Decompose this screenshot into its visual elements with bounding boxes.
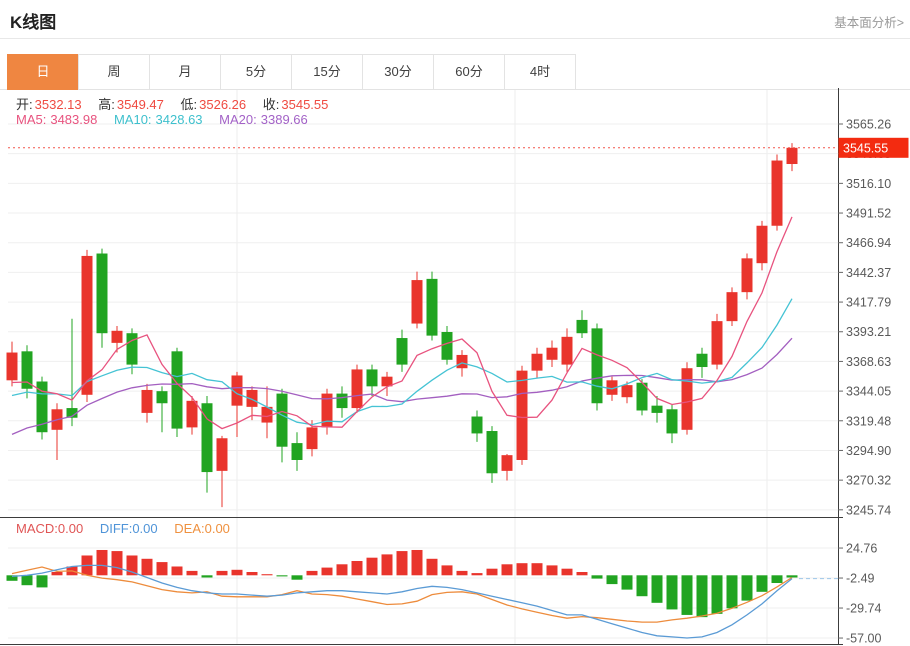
tab-30min[interactable]: 30分 [362,54,434,90]
tab-15min[interactable]: 15分 [291,54,363,90]
dea-item: DEA:0.00 [174,521,230,536]
svg-text:-2.49: -2.49 [846,572,875,586]
close-item: 收: 3545.55 [262,97,329,112]
svg-text:3245.74: 3245.74 [846,503,891,517]
svg-text:3565.26: 3565.26 [846,118,891,132]
page-title: K线图 [10,13,57,32]
svg-text:3545.55: 3545.55 [843,141,888,155]
svg-text:3294.90: 3294.90 [846,444,891,458]
svg-text:3368.63: 3368.63 [846,355,891,369]
svg-text:-29.74: -29.74 [846,602,881,616]
macd-histogram [6,549,798,618]
candles-layer [6,143,798,508]
svg-text:3516.10: 3516.10 [846,177,891,191]
high-item: 高: 3549.47 [98,97,164,112]
tab-month[interactable]: 月 [149,54,221,90]
current-price-tag: 3545.55 [838,137,909,158]
svg-text:3491.52: 3491.52 [846,207,891,221]
ma10-item: MA10: 3428.63 [113,112,203,127]
ma20-item: MA20: 3389.66 [219,112,308,127]
diff-line [11,564,793,639]
svg-text:3466.94: 3466.94 [846,236,891,250]
ma5-line [11,216,793,430]
svg-text:3417.79: 3417.79 [846,296,891,310]
macd-item: MACD:0.00 [16,521,84,536]
header-divider [0,38,910,39]
ma5-item: MA5: 3483.98 [16,112,98,127]
svg-text:3393.21: 3393.21 [846,325,891,339]
diff-item: DIFF:0.00 [99,521,158,536]
svg-text:3319.48: 3319.48 [846,414,891,428]
svg-text:3270.32: 3270.32 [846,474,891,488]
dea-line [11,566,793,623]
fundamental-analysis-link[interactable]: 基本面分析> [834,16,904,30]
svg-text:3442.37: 3442.37 [846,266,891,280]
tab-5min[interactable]: 5分 [220,54,292,90]
tab-60min[interactable]: 60分 [433,54,505,90]
svg-text:-57.00: -57.00 [846,632,881,646]
open-item: 开: 3532.13 [16,97,82,112]
ohlc-legend: 开: 3532.13 高: 3549.47 低: 3526.26 收: 3545.55 [16,94,341,113]
period-tabbar: 日 周 月 5分 15分 30分 60分 4时 [7,54,576,90]
ma20-line [11,337,793,435]
tab-week[interactable]: 周 [78,54,150,90]
low-item: 低: 3526.26 [180,97,247,112]
macd-legend: MACD:0.00 DIFF:0.00 DEA:0.00 [16,521,243,536]
tab-day[interactable]: 日 [7,54,79,90]
svg-text:24.76: 24.76 [846,542,877,556]
svg-text:3344.05: 3344.05 [846,385,891,399]
ma-legend: MA5: 3483.98 MA10: 3428.63 MA20: 3389.66 [16,112,321,127]
ma10-line [11,298,793,426]
axis-labels: 3565.263540.683516.103491.523466.943442.… [838,118,891,646]
tab-4hour[interactable]: 4时 [504,54,576,90]
